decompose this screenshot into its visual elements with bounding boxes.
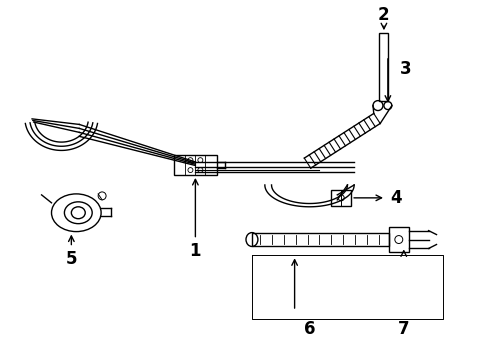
- Bar: [379, 33, 389, 100]
- Text: 7: 7: [398, 320, 410, 338]
- Bar: [389, 227, 409, 252]
- Text: 5: 5: [66, 251, 77, 269]
- Text: 3: 3: [400, 60, 412, 78]
- Bar: [331, 190, 351, 206]
- Text: 1: 1: [190, 242, 201, 260]
- Text: 6: 6: [304, 320, 315, 338]
- Text: 4: 4: [390, 189, 402, 207]
- Bar: [173, 155, 217, 175]
- Text: 2: 2: [378, 6, 390, 24]
- Bar: [252, 233, 389, 247]
